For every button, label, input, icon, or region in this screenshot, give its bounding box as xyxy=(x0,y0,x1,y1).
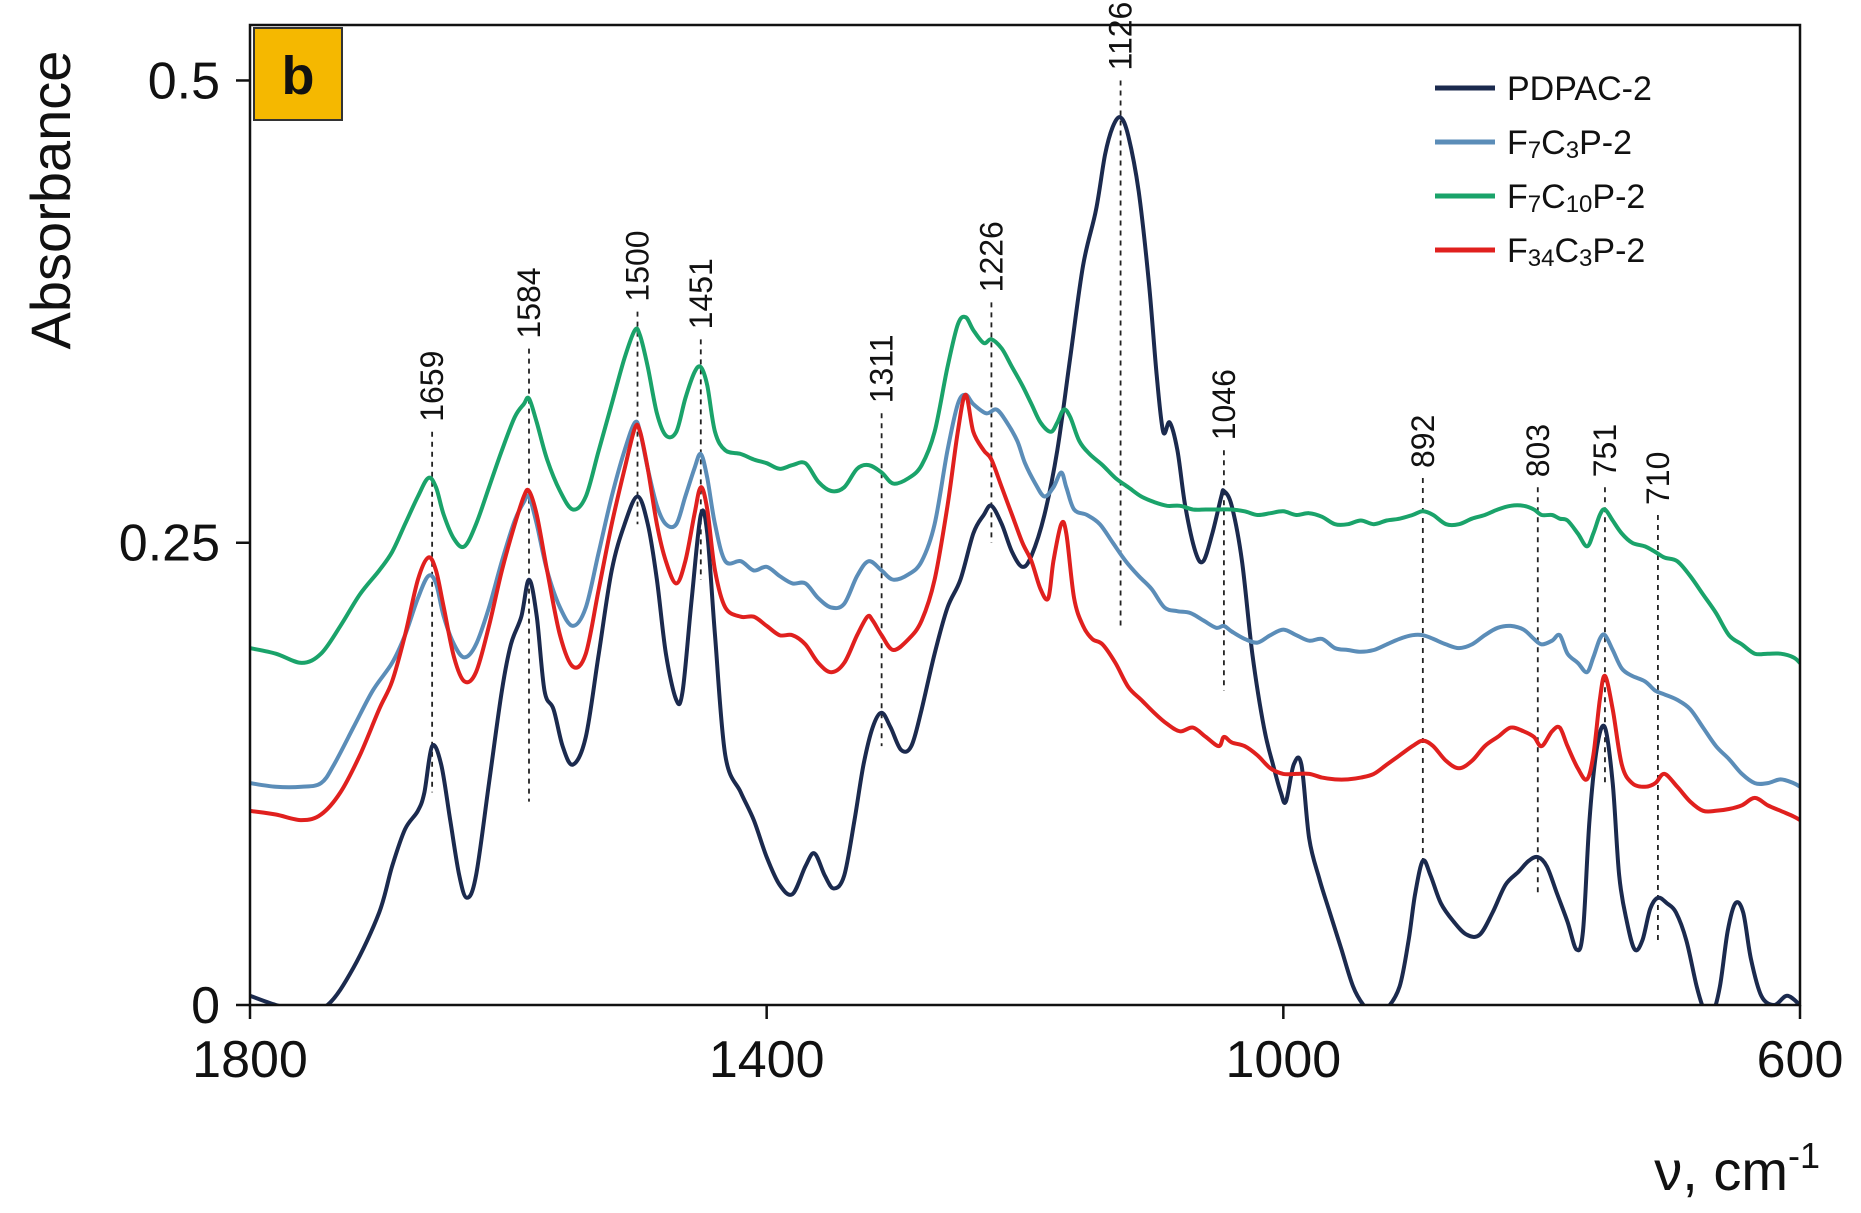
series-line-pdpac-2 xyxy=(250,115,1800,1005)
legend-text-part: P-2 xyxy=(1592,232,1645,270)
peak-label: 1226 xyxy=(973,221,1009,292)
legend-text-part: PDPAC-2 xyxy=(1507,70,1652,108)
x-axis-title-superscript: -1 xyxy=(1788,1135,1820,1176)
legend-text-part: C xyxy=(1554,232,1579,270)
peak-label: 892 xyxy=(1405,415,1441,468)
legend-entry-label: F7C3P-2 xyxy=(1507,124,1632,164)
legend-subscript: 3 xyxy=(1566,137,1579,164)
legend-subscript: 7 xyxy=(1528,191,1541,218)
y-tick-label: 0 xyxy=(191,977,220,1035)
legend-subscript: 3 xyxy=(1579,245,1592,272)
legend-subscript: 10 xyxy=(1566,191,1593,218)
legend-entry-label: F7C10P-2 xyxy=(1507,178,1645,218)
legend-text-part: F xyxy=(1507,232,1528,270)
legend-text-part: F xyxy=(1507,124,1528,162)
plot-area-frame xyxy=(248,23,1802,1007)
x-tick-label: 600 xyxy=(1757,1031,1844,1089)
panel-label-text: b xyxy=(282,46,315,106)
x-tick-label: 1400 xyxy=(709,1031,825,1089)
peak-label: 1584 xyxy=(511,267,547,338)
legend-text-part: F xyxy=(1507,178,1528,216)
legend-entry-label: PDPAC-2 xyxy=(1507,70,1652,108)
legend-text-part: P-2 xyxy=(1579,124,1632,162)
legend-text-part: C xyxy=(1541,124,1566,162)
legend-text-part: C xyxy=(1541,178,1566,216)
peak-label: 751 xyxy=(1587,424,1623,477)
peak-label: 1500 xyxy=(620,230,656,301)
series-lines xyxy=(250,115,1800,1005)
peak-label: 1451 xyxy=(683,258,719,329)
legend-subscript: 34 xyxy=(1528,245,1555,272)
peak-markers: 1659 1584 1500 1451 1311 1226 1126 1046 892 803 75… xyxy=(414,2,1676,941)
peak-label: 803 xyxy=(1520,424,1556,477)
y-axis-title: Absorbance xyxy=(19,51,82,350)
peak-label: 710 xyxy=(1640,452,1676,505)
x-tick-label: 1000 xyxy=(1225,1031,1341,1089)
y-tick-label: 0.5 xyxy=(148,52,220,110)
peak-label: 1659 xyxy=(414,351,450,422)
peak-label: 1311 xyxy=(864,334,900,403)
axes: 0 0.25 0.5 1800 1400 1000 600 xyxy=(119,52,1844,1089)
panel-label-box xyxy=(253,27,343,121)
legend-subscript: 7 xyxy=(1528,137,1541,164)
panel-label: b xyxy=(253,27,343,121)
legend-text-part: P-2 xyxy=(1592,178,1645,216)
peak-label: 1126 xyxy=(1103,2,1139,71)
legend-entry-label: F34C3P-2 xyxy=(1507,232,1645,272)
x-axis-title: ν, cm-1 xyxy=(1654,1135,1820,1202)
x-tick-label: 1800 xyxy=(192,1031,308,1089)
series-line-f7c10p-2 xyxy=(250,314,1800,665)
y-tick-label: 0.25 xyxy=(119,515,220,573)
series-line-f34c3p-2 xyxy=(250,392,1800,823)
peak-label: 1046 xyxy=(1206,369,1242,440)
x-axis-title-main: ν, cm xyxy=(1654,1139,1788,1202)
